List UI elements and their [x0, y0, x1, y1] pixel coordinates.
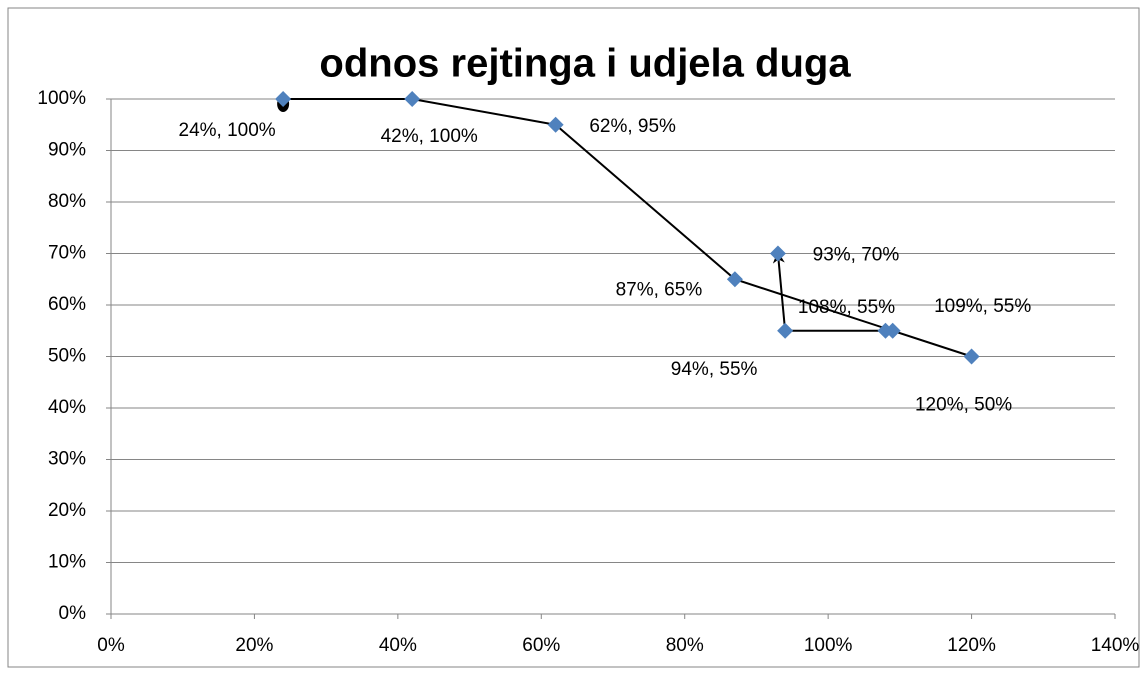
y-tick-label: 50% — [48, 346, 86, 367]
marker — [963, 348, 980, 365]
y-tick-label: 70% — [48, 243, 86, 264]
marker — [547, 116, 564, 133]
x-tick-label: 100% — [804, 635, 853, 656]
chart-border — [7, 7, 1140, 668]
data-label: 87%, 65% — [616, 279, 703, 300]
x-tick-label: 140% — [1091, 635, 1140, 656]
chart-title: odnos rejtinga i udjela duga — [319, 42, 851, 86]
data-label: 24%, 100% — [179, 120, 276, 141]
y-tick-label: 100% — [37, 88, 86, 109]
y-tick-label: 0% — [59, 603, 87, 624]
y-tick-label: 80% — [48, 191, 86, 212]
data-label: 62%, 95% — [589, 116, 676, 137]
y-tick-label: 60% — [48, 294, 86, 315]
x-tick-label: 120% — [947, 635, 996, 656]
data-label: 93%, 70% — [813, 245, 900, 266]
x-tick-label: 0% — [97, 635, 125, 656]
y-tick-label: 90% — [48, 140, 86, 161]
x-tick-label: 80% — [666, 635, 704, 656]
y-tick-label: 30% — [48, 449, 86, 470]
marker — [275, 91, 292, 107]
marker — [726, 271, 743, 288]
y-tick-label: 40% — [48, 397, 86, 418]
data-label: 42%, 100% — [381, 126, 478, 147]
marker — [777, 322, 794, 339]
marker — [769, 245, 786, 262]
x-tick-label: 20% — [235, 635, 273, 656]
data-label: 120%, 50% — [915, 395, 1012, 416]
data-label: 94%, 55% — [671, 359, 758, 380]
x-tick-label: 40% — [379, 635, 417, 656]
y-tick-label: 10% — [48, 552, 86, 573]
x-tick-label: 60% — [522, 635, 560, 656]
data-label: 108%, 55% — [798, 297, 895, 318]
y-tick-label: 20% — [48, 500, 86, 521]
marker — [877, 322, 894, 339]
data-label: 109%, 55% — [934, 296, 1031, 317]
marker — [404, 91, 421, 107]
